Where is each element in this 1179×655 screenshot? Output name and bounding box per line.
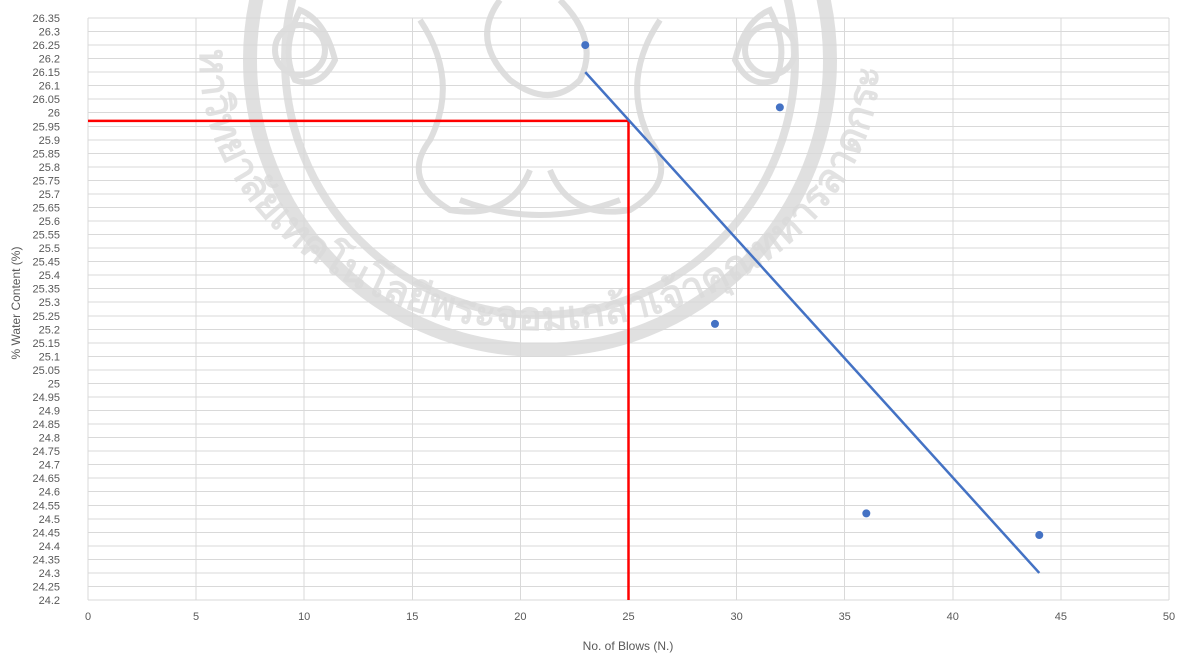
y-axis-ticks: 24.224.2524.324.3524.424.4524.524.5524.6… [32, 13, 60, 607]
x-tick-label: 10 [298, 611, 310, 623]
y-tick-label: 26.2 [39, 54, 60, 66]
y-tick-label: 24.4 [39, 541, 60, 553]
y-tick-label: 26.1 [39, 81, 60, 93]
y-tick-label: 25.25 [32, 311, 60, 323]
y-tick-label: 25.65 [32, 202, 60, 214]
y-tick-label: 24.5 [39, 514, 60, 526]
data-points [581, 41, 1044, 540]
y-tick-label: 25.1 [39, 351, 60, 363]
data-point [862, 509, 871, 518]
y-tick-label: 24.3 [39, 568, 60, 580]
x-tick-label: 50 [1163, 611, 1175, 623]
y-tick-label: 25.2 [39, 324, 60, 336]
y-tick-label: 24.75 [32, 446, 60, 458]
y-tick-label: 25.45 [32, 257, 60, 269]
y-tick-label: 25.05 [32, 365, 60, 377]
y-tick-label: 26.3 [39, 27, 60, 39]
y-tick-label: 24.65 [32, 473, 60, 485]
y-tick-label: 24.95 [32, 392, 60, 404]
y-tick-label: 24.7 [39, 460, 60, 472]
x-tick-label: 0 [85, 611, 91, 623]
y-tick-label: 24.55 [32, 500, 60, 512]
y-tick-label: 25.8 [39, 162, 60, 174]
data-point [775, 103, 784, 112]
y-tick-label: 25.75 [32, 175, 60, 187]
y-tick-label: 25.85 [32, 148, 60, 160]
y-tick-label: 26.05 [32, 94, 60, 106]
y-axis-title: % Water Content (%) [9, 247, 23, 360]
data-point [710, 319, 719, 328]
x-axis-ticks: 0 5 10 15 20 25 30 35 40 45 50 [85, 611, 1175, 623]
x-tick-label: 25 [622, 611, 634, 623]
y-tick-label: 25.95 [32, 121, 60, 133]
y-tick-label: 25.4 [39, 270, 60, 282]
x-tick-label: 45 [1055, 611, 1067, 623]
x-tick-label: 15 [406, 611, 418, 623]
y-tick-label: 24.25 [32, 581, 60, 593]
x-tick-label: 40 [947, 611, 959, 623]
y-tick-label: 25.6 [39, 216, 60, 228]
x-axis-title: No. of Blows (N.) [583, 639, 674, 653]
trendline [584, 71, 1041, 574]
y-tick-label: 24.85 [32, 419, 60, 431]
y-tick-label: 25.9 [39, 135, 60, 147]
reference-lines [88, 119, 630, 600]
y-tick-label: 26 [48, 108, 60, 120]
y-tick-label: 26.25 [32, 40, 60, 52]
y-tick-label: 24.35 [32, 554, 60, 566]
y-tick-label: 25.7 [39, 189, 60, 201]
y-tick-label: 25.15 [32, 338, 60, 350]
y-tick-label: 26.15 [32, 67, 60, 79]
data-point [1035, 531, 1044, 540]
data-point [581, 41, 590, 50]
y-tick-label: 25 [48, 378, 60, 390]
y-tick-label: 26.35 [32, 13, 60, 25]
y-tick-label: 24.6 [39, 487, 60, 499]
x-tick-label: 5 [193, 611, 199, 623]
y-tick-label: 24.9 [39, 406, 60, 418]
y-tick-label: 25.55 [32, 230, 60, 242]
y-tick-label: 24.2 [39, 595, 60, 607]
y-tick-label: 25.35 [32, 284, 60, 296]
y-tick-label: 25.5 [39, 243, 60, 255]
y-tick-label: 24.45 [32, 527, 60, 539]
x-tick-label: 35 [839, 611, 851, 623]
y-tick-label: 24.8 [39, 433, 60, 445]
watermark-seal: มหาวิทยาลัยเทคโนโลยีพระจอมเกล้าเจ้าคุณทห… [0, 0, 890, 357]
x-tick-label: 30 [730, 611, 742, 623]
trendline-layer [584, 71, 1041, 574]
y-tick-label: 25.3 [39, 297, 60, 309]
x-tick-label: 20 [514, 611, 526, 623]
